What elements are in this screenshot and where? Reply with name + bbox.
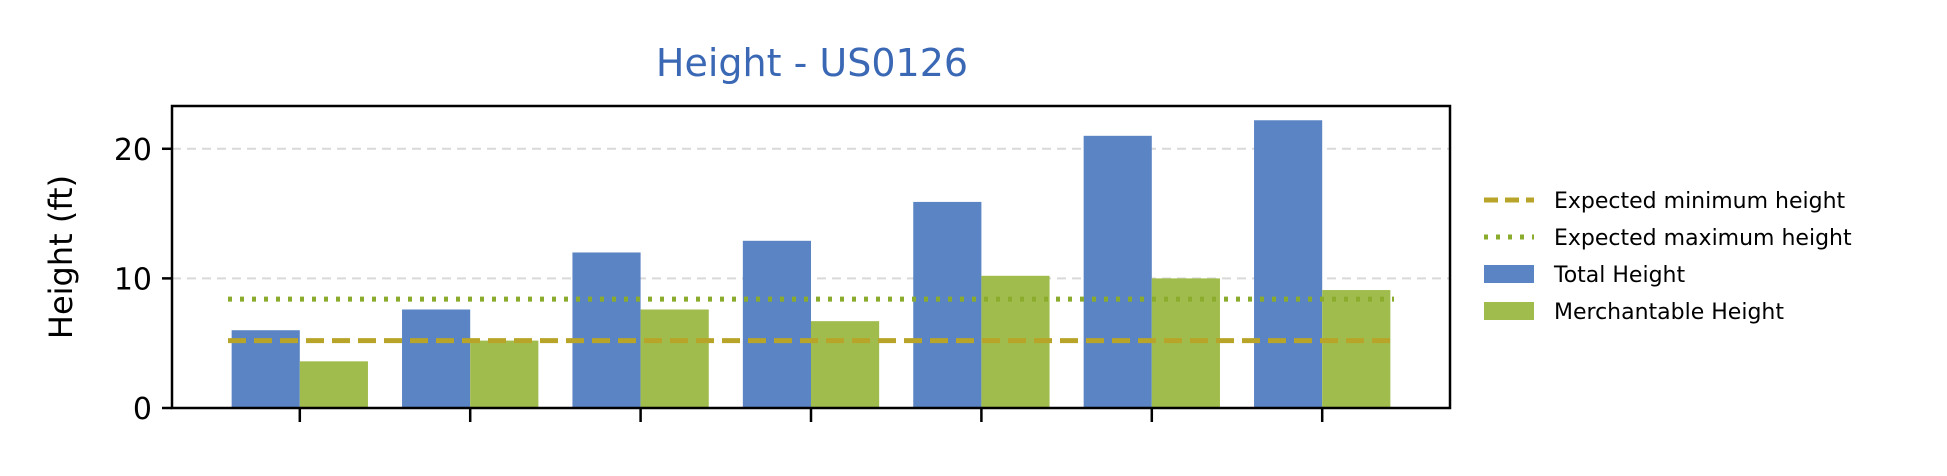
reference-lines bbox=[228, 296, 1394, 344]
legend-swatch-merchantable-height bbox=[1484, 302, 1534, 320]
bars bbox=[231, 120, 1391, 408]
legend-label-expected-minimum-height: Expected minimum height bbox=[1554, 189, 1846, 214]
legend-label-total-height: Total Height bbox=[1553, 263, 1685, 288]
y-tick-label: 0 bbox=[133, 392, 152, 427]
bar-total-height bbox=[742, 240, 811, 408]
bar-merchantable-height bbox=[1322, 290, 1391, 408]
bar-merchantable-height bbox=[299, 361, 368, 408]
y-axis-label: Height (ft) bbox=[42, 175, 80, 339]
legend: Expected minimum height Expected maximum … bbox=[1484, 189, 1852, 325]
bar-merchantable-height bbox=[470, 340, 539, 408]
bar-merchantable-height bbox=[811, 321, 880, 408]
legend-swatch-total-height bbox=[1484, 265, 1534, 283]
bar-merchantable-height bbox=[1151, 278, 1220, 408]
y-tick-label: 20 bbox=[114, 133, 152, 168]
chart-title: Height - US0126 bbox=[656, 41, 968, 85]
bar-total-height bbox=[1254, 120, 1323, 408]
legend-label-merchantable-height: Merchantable Height bbox=[1554, 300, 1784, 325]
bar-total-height bbox=[231, 330, 300, 408]
legend-label-expected-maximum-height: Expected maximum height bbox=[1554, 226, 1852, 251]
bar-total-height bbox=[1083, 135, 1152, 408]
bar-total-height bbox=[402, 309, 471, 408]
axes: 0 10 20 bbox=[114, 133, 1324, 427]
y-tick-label: 10 bbox=[114, 262, 152, 297]
bar-total-height bbox=[572, 252, 641, 408]
bar-merchantable-height bbox=[640, 309, 709, 408]
bar-total-height bbox=[913, 201, 982, 408]
